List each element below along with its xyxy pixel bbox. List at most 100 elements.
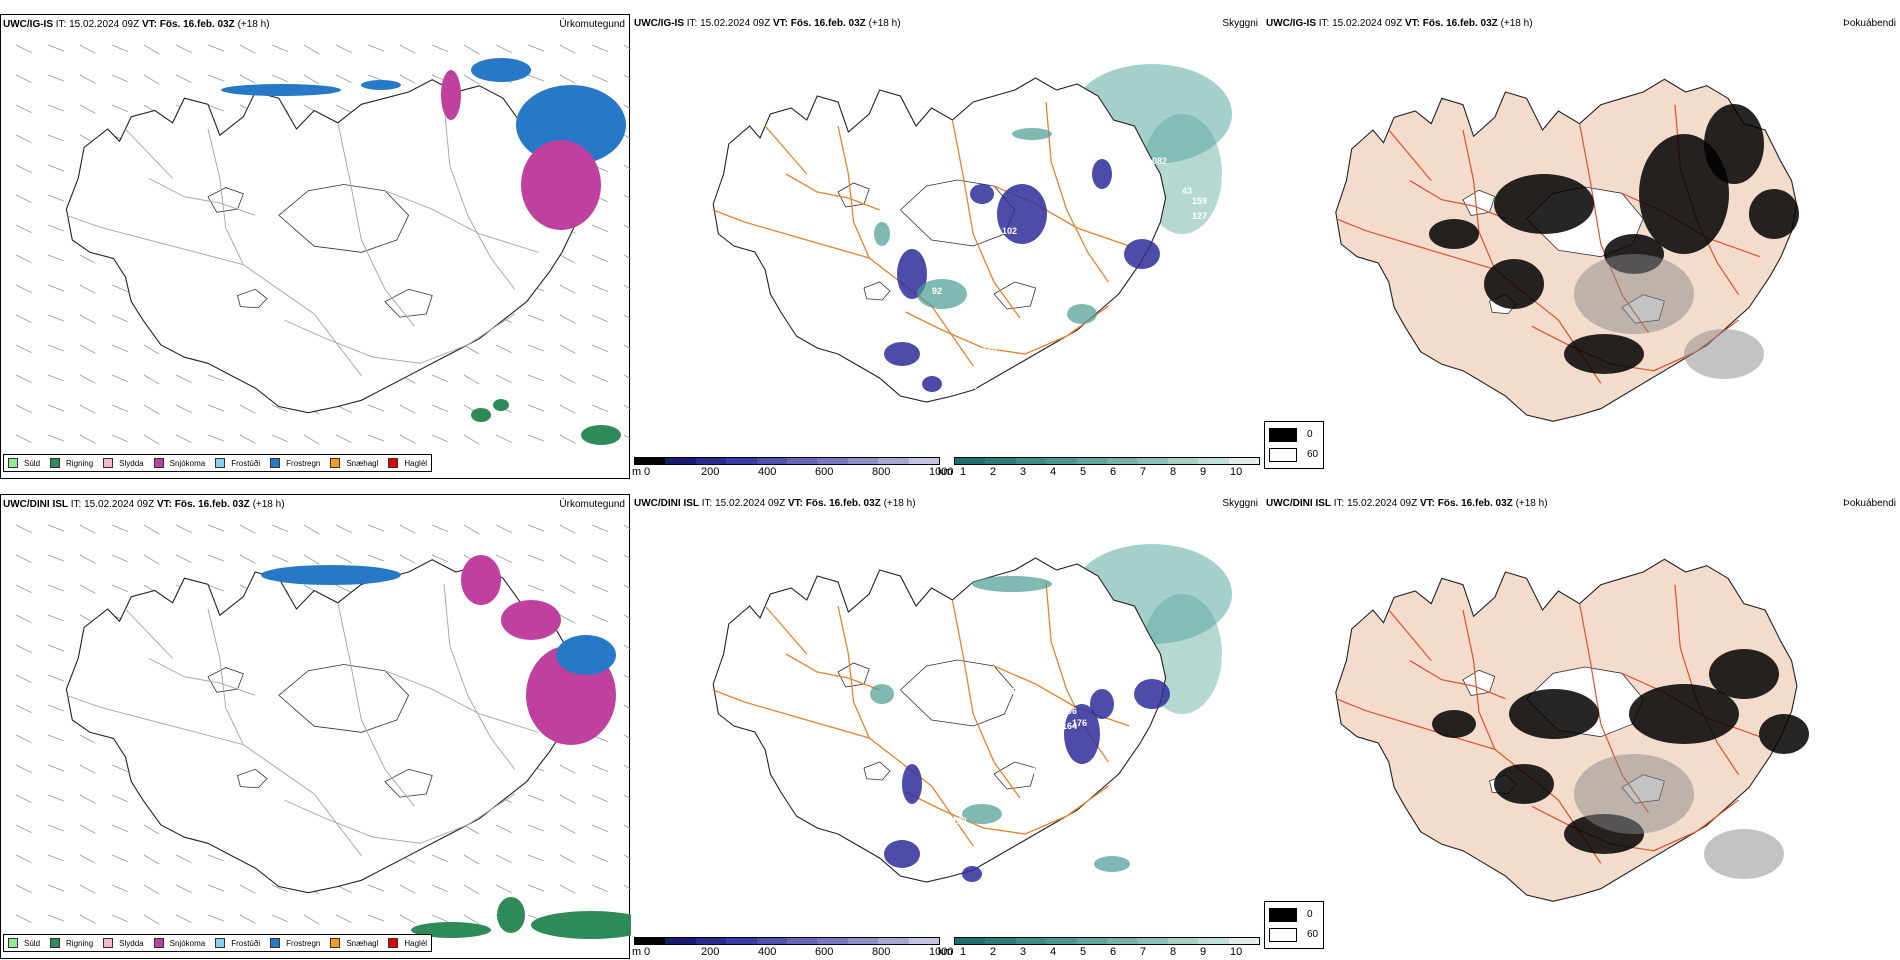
colorbar-segment: [1046, 458, 1077, 464]
colorbar-tick: 1: [960, 466, 967, 478]
wind-barb: [591, 224, 608, 233]
iceland-coastline: [65, 559, 581, 894]
colorbar-segment: [908, 938, 940, 944]
valid-time-label: VT:: [141, 19, 157, 30]
colorbar-segment: [878, 938, 909, 944]
wind-barb: [47, 434, 65, 442]
wind-barb: [463, 824, 480, 835]
colorbar-tick: 5: [1080, 946, 1087, 958]
wind-barb: [111, 884, 128, 893]
wind-barb: [591, 794, 608, 803]
wind-barb: [335, 554, 352, 563]
wind-barb: [79, 104, 96, 114]
colorbar-tick: 200: [701, 946, 720, 958]
legend-swatch: [215, 458, 226, 468]
wind-barb: [463, 374, 480, 385]
colorbar-tick: 10: [1230, 946, 1243, 958]
wind-barb: [591, 884, 608, 893]
valid-time-label: VT:: [772, 18, 788, 29]
wind-barb: [207, 854, 225, 862]
wind-barb: [431, 374, 448, 383]
colorbar-tick: 2: [990, 946, 997, 958]
visibility-panel: 82 102 92 137 160 132 082 159 127 43 131 104 109 UWC/…: [632, 14, 1262, 479]
wind-barb: [399, 554, 416, 564]
colorbar-tick: 4: [1050, 466, 1057, 478]
init-time-label: IT:: [55, 19, 67, 30]
wind-barb: [463, 44, 480, 55]
road-line: [1409, 660, 1506, 700]
visibility-value-label: 131: [1022, 766, 1037, 776]
precip-legend-item: Haglél: [388, 938, 427, 948]
wind-barb: [399, 404, 416, 414]
glacier-outline: [384, 768, 433, 798]
wind-barb: [15, 194, 32, 203]
fog-legend-light-label: 60: [1307, 929, 1319, 940]
colorbar-segment: [817, 458, 848, 464]
wind-barb: [239, 434, 256, 444]
wind-barb: [15, 554, 32, 563]
precip-legend-item: Slydda: [103, 458, 144, 468]
very-low-visibility-area: [884, 840, 920, 868]
colorbar-segment: [787, 938, 818, 944]
wind-barb: [527, 374, 545, 382]
visibility-value-label: 122: [952, 816, 967, 826]
legend-swatch: [103, 938, 114, 948]
wind-barb: [431, 404, 448, 413]
wind-barb: [143, 884, 160, 895]
colorbar-segment: [1076, 938, 1108, 944]
lead-time: (+18 h): [1500, 18, 1533, 29]
colorbar-tick: 8: [1170, 466, 1177, 478]
road-line: [764, 125, 808, 175]
init-time: 15.02.2024 09Z: [700, 18, 771, 29]
very-low-visibility-area: [970, 184, 994, 204]
wind-barb: [463, 434, 480, 445]
fog-index-map: [1335, 78, 1799, 422]
fog-dense-area: [1704, 104, 1764, 184]
fog-legend-dark-label: 0: [1307, 429, 1313, 440]
colorbar-tick: 3: [1020, 466, 1027, 478]
legend-swatch: [388, 938, 399, 948]
precip-type-map: [15, 524, 631, 939]
colorbar-tick: 1000: [929, 466, 954, 478]
wind-barb: [559, 44, 576, 54]
wind-barb: [47, 134, 65, 142]
wind-barb: [303, 914, 320, 925]
legend-label: Frostúði: [231, 938, 261, 948]
wind-barb: [143, 374, 160, 385]
road-line: [284, 313, 516, 364]
wind-barb: [591, 344, 608, 353]
fog-dense-area: [1432, 710, 1476, 738]
init-time-label: IT:: [1333, 498, 1345, 509]
visibility-km-colorbar: [954, 937, 1260, 945]
wind-barb: [495, 44, 512, 53]
wind-barb: [367, 404, 385, 412]
model-name: UWC/IG-IS: [3, 19, 53, 30]
colorbar-segment: [847, 458, 879, 464]
wind-barb: [15, 584, 32, 593]
frost-rain-area: [556, 635, 616, 675]
wind-barb: [559, 254, 576, 264]
colorbar-segment: [1107, 938, 1138, 944]
wind-barb: [15, 344, 32, 353]
wind-barb: [591, 764, 608, 773]
road-line: [785, 173, 880, 211]
glacier-outline: [1462, 189, 1496, 216]
wind-barb: [143, 554, 160, 565]
precip-legend-item: Súld: [8, 458, 40, 468]
wind-barb: [271, 884, 288, 893]
wind-barb: [143, 74, 160, 85]
wind-barb: [47, 674, 65, 682]
legend-label: Frostregn: [286, 938, 321, 948]
wind-barb: [175, 854, 192, 863]
wind-barb: [527, 44, 545, 52]
fog-index-map: [1335, 558, 1809, 902]
valid-time: Fös. 16.feb. 03Z: [1437, 498, 1513, 509]
precip-legend: Súld Rigning Slydda Snjókoma Frostúði Frostre…: [3, 934, 433, 952]
wind-barb: [143, 914, 160, 925]
colorbar-tick: 4: [1050, 946, 1057, 958]
wind-barb: [495, 434, 512, 443]
wind-barb: [111, 404, 128, 413]
lead-time: (+18 h): [237, 19, 270, 30]
low-visibility-area: [972, 576, 1052, 592]
wind-barb: [79, 404, 96, 414]
